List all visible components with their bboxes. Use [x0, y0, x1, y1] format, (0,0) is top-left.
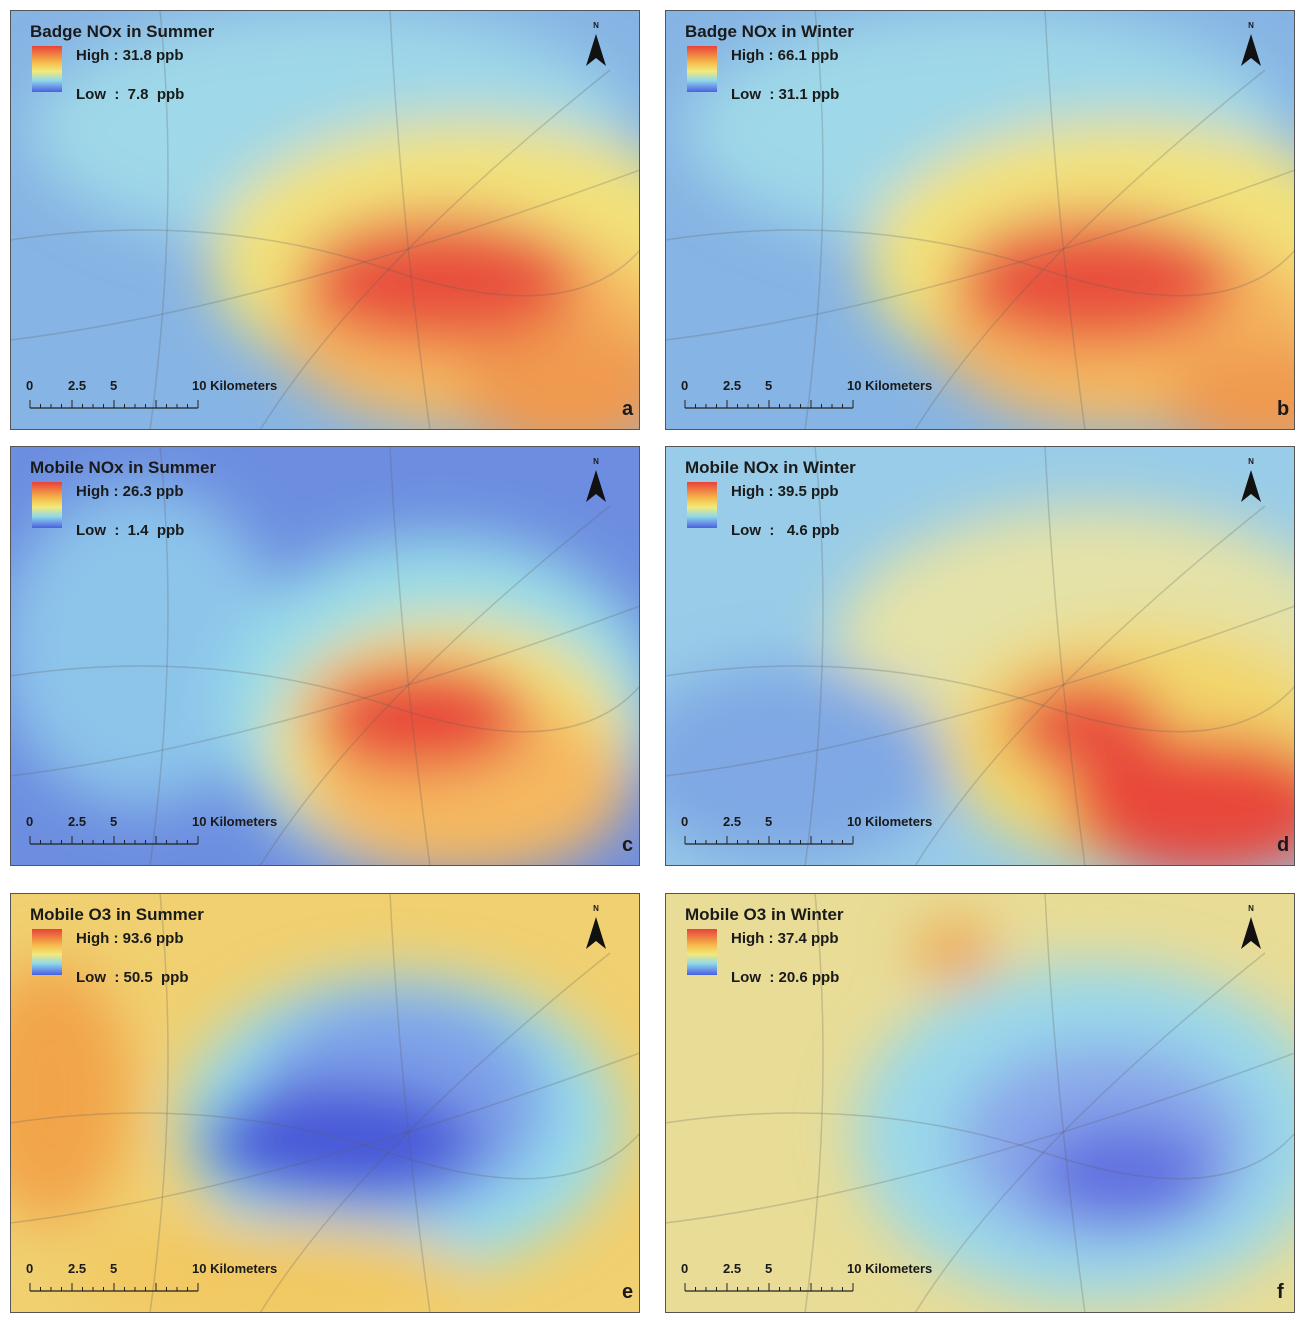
heatmap [665, 893, 1299, 1313]
scale-label: 0 [26, 814, 33, 829]
scale-label: 0 [681, 378, 688, 393]
panel-title: Mobile O3 in Winter [685, 905, 844, 924]
legend-ramp [32, 482, 62, 528]
north-label: N [1248, 457, 1254, 466]
legend-low: Low : 1.4 ppb [76, 522, 184, 539]
map-panel: Mobile O3 in Summer High : 93.6 ppb Low : … [0, 893, 640, 1319]
heat-blob [460, 320, 680, 460]
heatmap [665, 10, 1299, 460]
legend-high: High : 66.1 ppb [731, 47, 839, 64]
scale-label: 2.5 [723, 814, 741, 829]
scale-label: 2.5 [723, 1261, 741, 1276]
scale-label: 5 [765, 1261, 772, 1276]
scale-label: 5 [110, 1261, 117, 1276]
heat-blob [955, 215, 1235, 345]
scale-label: 0 [681, 1261, 688, 1276]
legend-low: Low : 31.1 ppb [731, 86, 839, 103]
panel-title: Mobile NOx in Winter [685, 458, 856, 477]
north-label: N [1248, 21, 1254, 30]
scale-label: 10 Kilometers [192, 814, 277, 829]
legend-high: High : 39.5 ppb [731, 483, 839, 500]
map-panel: Mobile O3 in Winter High : 37.4 ppb Low : … [665, 893, 1299, 1313]
legend-ramp [32, 46, 62, 92]
legend-ramp [687, 482, 717, 528]
heat-blob [200, 1083, 480, 1203]
map-panel: Mobile NOx in Winter High : 39.5 ppb Low :… [625, 446, 1299, 876]
heatmap [0, 893, 640, 1319]
scale-label: 5 [765, 814, 772, 829]
panel-letter: b [1277, 398, 1289, 420]
legend-low: Low : 50.5 ppb [76, 969, 189, 986]
scale-label: 2.5 [68, 378, 86, 393]
scale-label: 5 [765, 378, 772, 393]
heat-blob [625, 666, 945, 866]
panel-letter: d [1277, 834, 1289, 856]
panel-letter: e [622, 1281, 633, 1303]
map-figure: Badge NOx in Summer High : 31.8 ppb Low : … [0, 0, 1299, 1319]
legend-low: Low : 4.6 ppb [731, 522, 839, 539]
scale-label: 2.5 [68, 814, 86, 829]
legend-low: Low : 20.6 ppb [731, 969, 839, 986]
heatmap [10, 10, 730, 460]
legend-high: High : 26.3 ppb [76, 483, 184, 500]
scale-label: 0 [681, 814, 688, 829]
legend-ramp [32, 929, 62, 975]
legend-high: High : 93.6 ppb [76, 930, 184, 947]
scale-label: 0 [26, 1261, 33, 1276]
map-panel: Badge NOx in Winter High : 66.1 ppb Low : … [665, 10, 1299, 460]
panel-title: Mobile NOx in Summer [30, 458, 216, 477]
map-panel: Badge NOx in Summer High : 31.8 ppb Low : … [10, 10, 730, 460]
north-label: N [593, 457, 599, 466]
scale-label: 2.5 [723, 378, 741, 393]
map-panel: Mobile NOx in Summer High : 26.3 ppb Low :… [0, 446, 660, 876]
legend-low: Low : 7.8 ppb [76, 86, 184, 103]
legend-ramp [687, 46, 717, 92]
panel-letter: a [622, 398, 634, 420]
north-label: N [1248, 904, 1254, 913]
scale-label: 5 [110, 814, 117, 829]
legend-ramp [687, 929, 717, 975]
heat-blob [915, 923, 995, 983]
north-label: N [593, 21, 599, 30]
panel-title: Badge NOx in Winter [685, 22, 854, 41]
scale-label: 10 Kilometers [847, 378, 932, 393]
panel-letter: f [1277, 1281, 1284, 1303]
scale-label: 5 [110, 378, 117, 393]
heatmap [625, 446, 1299, 876]
scale-label: 10 Kilometers [192, 378, 277, 393]
panel-letter: c [622, 834, 633, 856]
scale-label: 10 Kilometers [847, 1261, 932, 1276]
legend-high: High : 37.4 ppb [731, 930, 839, 947]
heatmap [0, 446, 660, 876]
panel-title: Badge NOx in Summer [30, 22, 215, 41]
scale-label: 2.5 [68, 1261, 86, 1276]
scale-label: 10 Kilometers [192, 1261, 277, 1276]
north-label: N [593, 904, 599, 913]
panel-title: Mobile O3 in Summer [30, 905, 204, 924]
scale-label: 0 [26, 378, 33, 393]
legend-high: High : 31.8 ppb [76, 47, 184, 64]
scale-label: 10 Kilometers [847, 814, 932, 829]
